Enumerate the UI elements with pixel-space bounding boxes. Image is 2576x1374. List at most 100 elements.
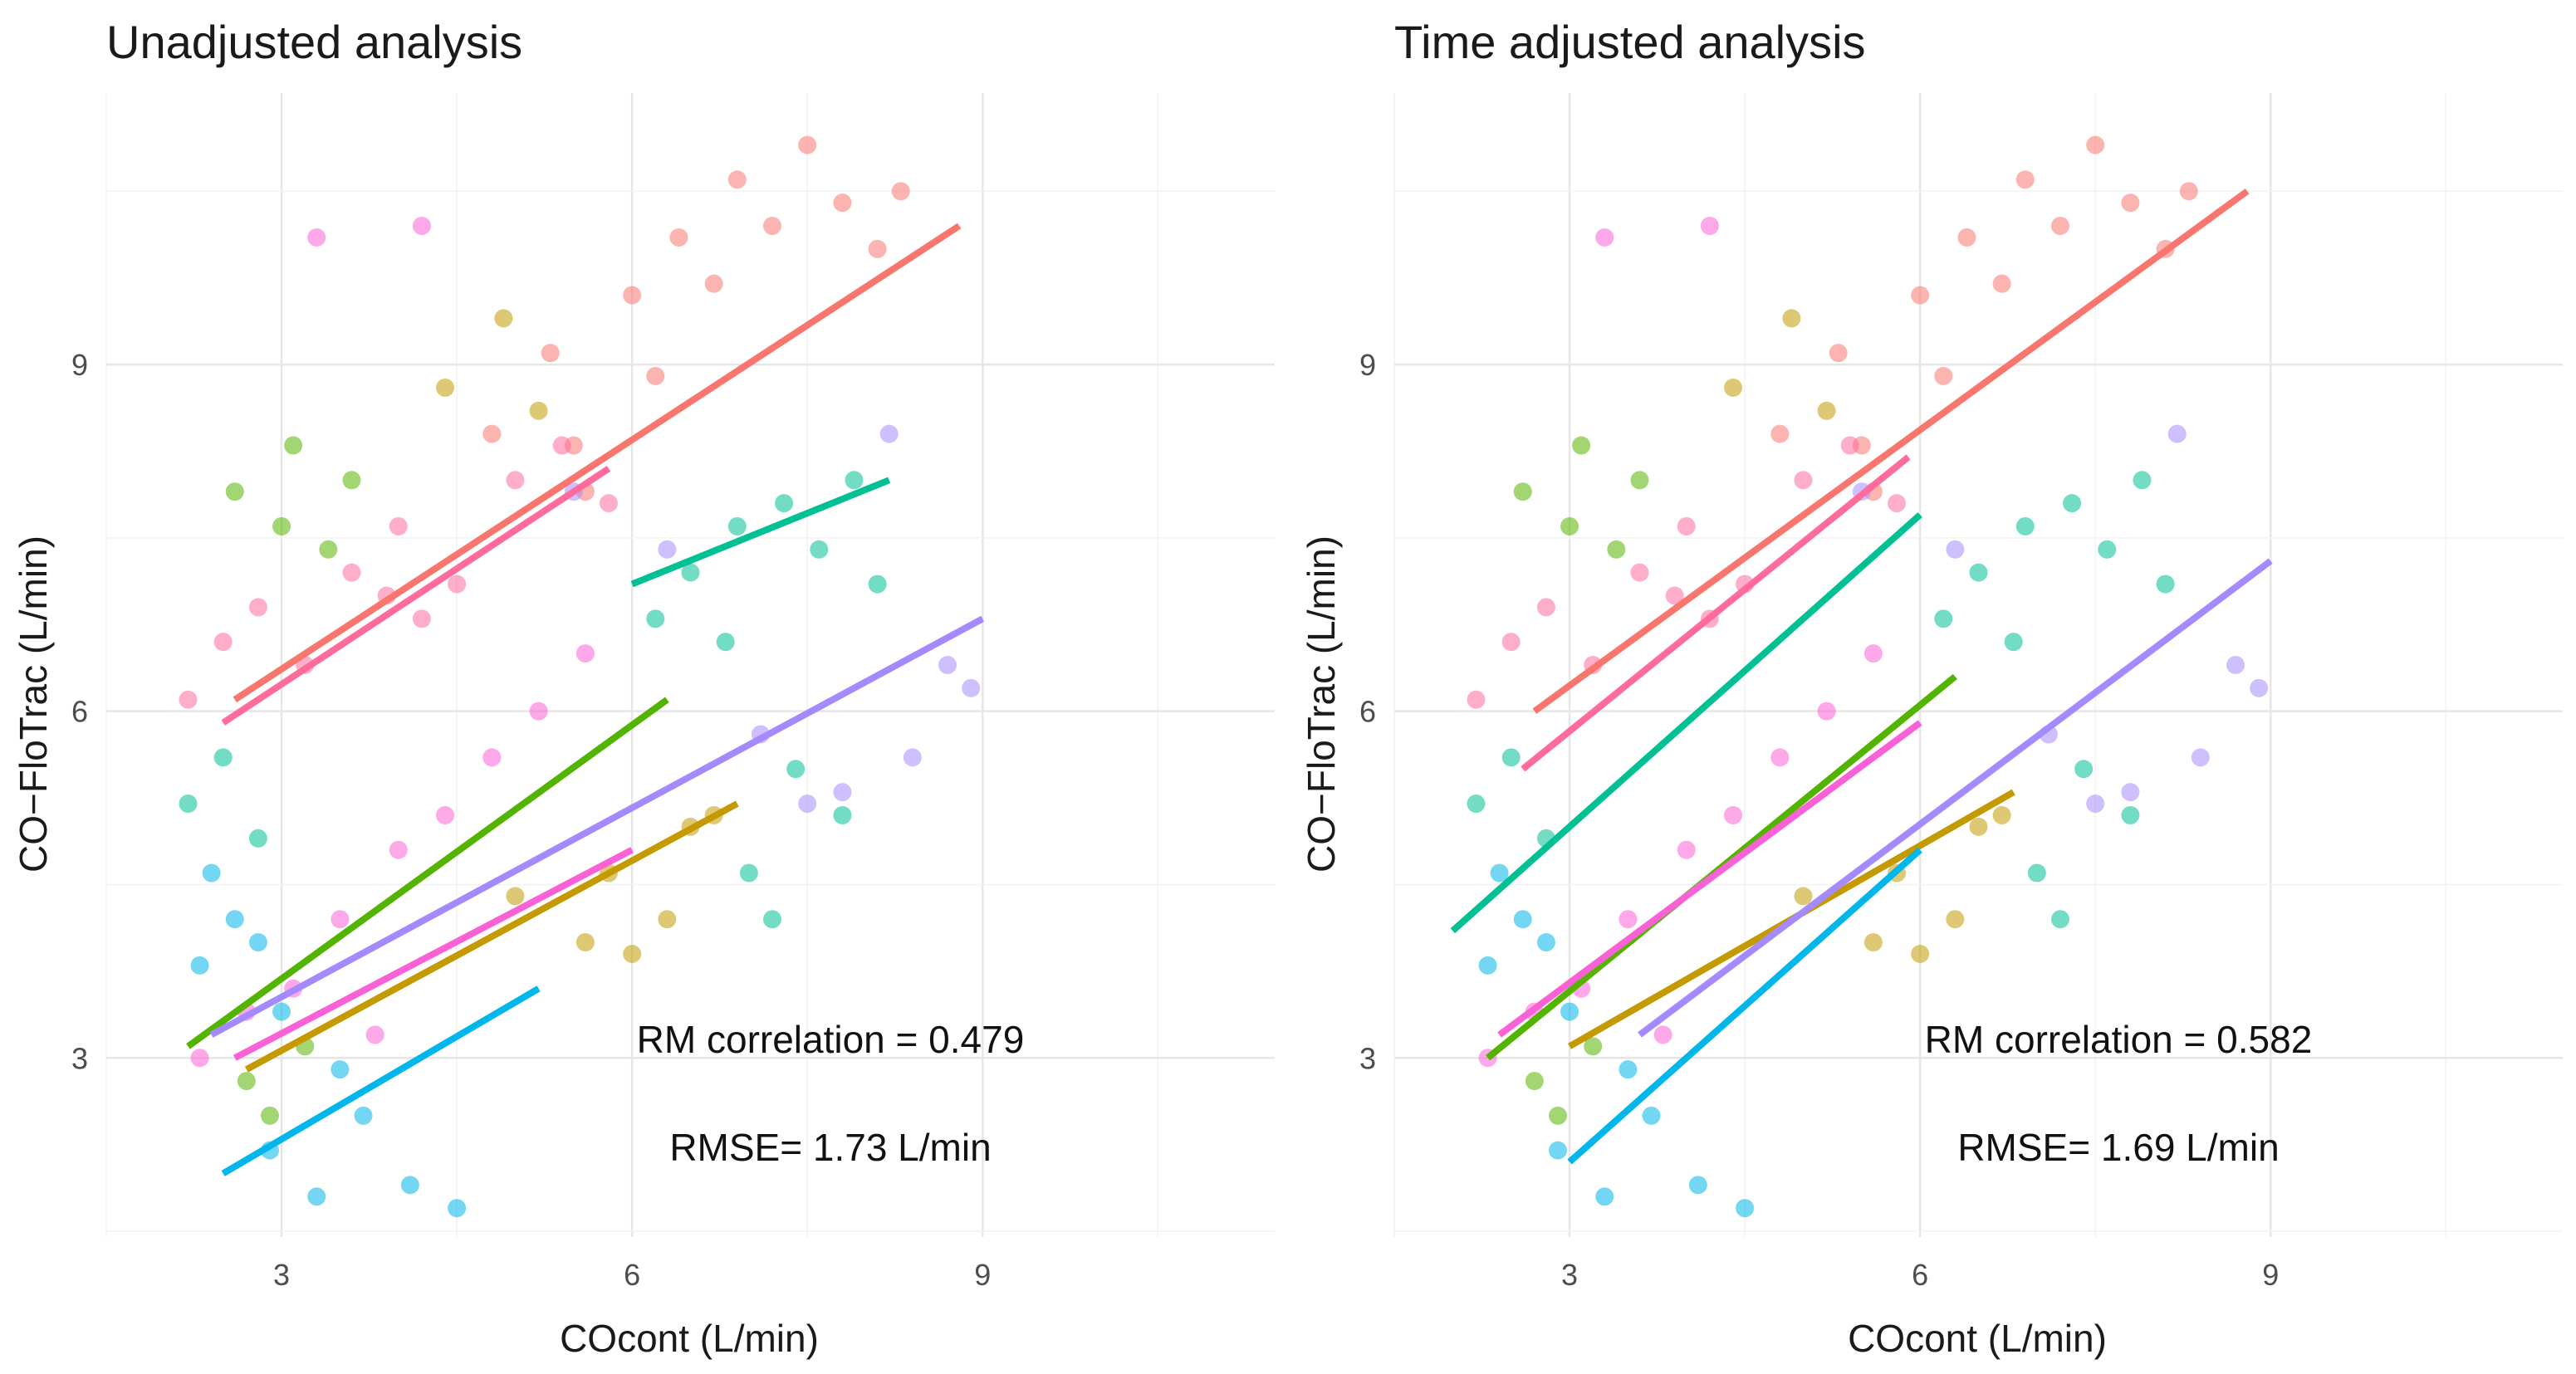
data-point: [2050, 910, 2069, 929]
fit-lines: [186, 222, 985, 1176]
data-point: [1969, 817, 1988, 836]
y-axis-title: CO−FloTrac (L/min): [1300, 535, 1343, 873]
data-point: [1863, 644, 1883, 663]
data-point: [658, 540, 677, 559]
data-point: [354, 1106, 373, 1125]
data-point: [623, 286, 642, 305]
data-point: [879, 424, 899, 443]
data-point: [903, 748, 922, 767]
chart-title: Time adjusted analysis: [1394, 16, 1866, 68]
data-point: [575, 644, 595, 663]
regression-line: [1567, 847, 1922, 1165]
data-point: [506, 471, 525, 490]
grid: [105, 93, 1275, 1237]
data-point: [623, 944, 642, 963]
tick-labels: 3 6 9 3 6 9: [71, 348, 991, 1292]
regression-line: [1638, 558, 2273, 1038]
right-panel: 3 6 9 3 6 9 Time adjusted analysis COcont (L/…: [1288, 0, 2576, 1374]
data-point: [762, 217, 781, 236]
data-point: [248, 829, 267, 848]
data-point: [1513, 482, 1532, 501]
data-point: [2121, 783, 2140, 802]
data-point: [1817, 702, 1836, 721]
y-tick-label: 6: [71, 695, 88, 729]
data-point: [833, 193, 852, 213]
data-point: [1560, 1002, 1579, 1021]
data-point: [575, 933, 595, 952]
data-point: [798, 135, 817, 154]
data-point: [436, 378, 455, 397]
data-point: [1595, 227, 1614, 247]
data-point: [1840, 436, 1859, 455]
chart-title: Unadjusted analysis: [106, 16, 522, 68]
data-point: [482, 424, 502, 443]
data-point: [529, 401, 548, 420]
data-point: [225, 482, 244, 501]
data-point: [2063, 494, 2082, 513]
regression-line: [244, 800, 739, 1073]
data-point: [775, 494, 794, 513]
x-tick-label: 3: [1561, 1258, 1578, 1292]
data-point: [1969, 563, 1988, 582]
data-point: [506, 887, 525, 906]
data-point: [786, 760, 806, 779]
data-point: [1665, 586, 1684, 605]
data-point: [2226, 656, 2245, 674]
data-point: [1794, 471, 1813, 490]
data-point: [272, 516, 291, 535]
data-point: [1467, 795, 1486, 814]
data-point: [1595, 1187, 1614, 1206]
data-point: [1467, 690, 1486, 709]
data-point: [1607, 540, 1626, 559]
data-point: [190, 956, 209, 975]
data-point: [868, 575, 887, 594]
data-point: [225, 910, 244, 929]
data-point: [482, 748, 502, 767]
data-point: [1619, 1060, 1638, 1079]
data-point: [1724, 378, 1743, 397]
data-point: [331, 1060, 350, 1079]
data-point: [716, 633, 735, 652]
x-axis-title: COcont (L/min): [1848, 1317, 2107, 1360]
data-point: [1584, 1037, 1603, 1056]
data-point: [2156, 575, 2175, 594]
regression-line: [1532, 188, 2250, 714]
data-point: [448, 575, 467, 594]
rmse-annotation: RMSE= 1.73 L/min: [669, 1126, 991, 1169]
data-point: [762, 910, 781, 929]
data-point: [1770, 424, 1790, 443]
data-point: [2086, 135, 2105, 154]
data-point: [342, 563, 361, 582]
x-tick-label: 6: [624, 1258, 640, 1292]
y-tick-label: 3: [71, 1041, 88, 1075]
data-point: [2167, 424, 2187, 443]
data-point: [1957, 227, 1976, 247]
data-point: [494, 309, 513, 328]
data-point: [2027, 863, 2046, 883]
regression-line: [209, 615, 985, 1038]
rm-correlation-annotation: RM correlation = 0.582: [1925, 1018, 2313, 1061]
data-point: [1770, 748, 1790, 767]
data-point: [2191, 748, 2210, 767]
data-point: [1782, 309, 1801, 328]
data-point: [727, 516, 747, 535]
rmse-annotation: RMSE= 1.69 L/min: [1957, 1126, 2279, 1169]
regression-line: [1521, 454, 1911, 772]
data-point: [2074, 760, 2094, 779]
data-point: [669, 227, 688, 247]
points: [179, 135, 981, 1218]
data-point: [798, 795, 817, 814]
data-point: [1992, 274, 2011, 293]
data-point: [1829, 344, 1848, 363]
data-point: [190, 1049, 209, 1068]
left-chart: 3 6 9 3 6 9 Unadjusted analysis COcont (L/min…: [12, 16, 1275, 1360]
regression-line: [233, 847, 634, 1061]
data-point: [1934, 609, 1953, 628]
data-point: [1513, 910, 1532, 929]
data-point: [1490, 863, 1509, 883]
data-point: [1642, 1106, 1661, 1125]
data-point: [412, 217, 431, 236]
data-point: [272, 1002, 291, 1021]
data-point: [1946, 910, 1965, 929]
x-tick-label: 3: [273, 1258, 290, 1292]
